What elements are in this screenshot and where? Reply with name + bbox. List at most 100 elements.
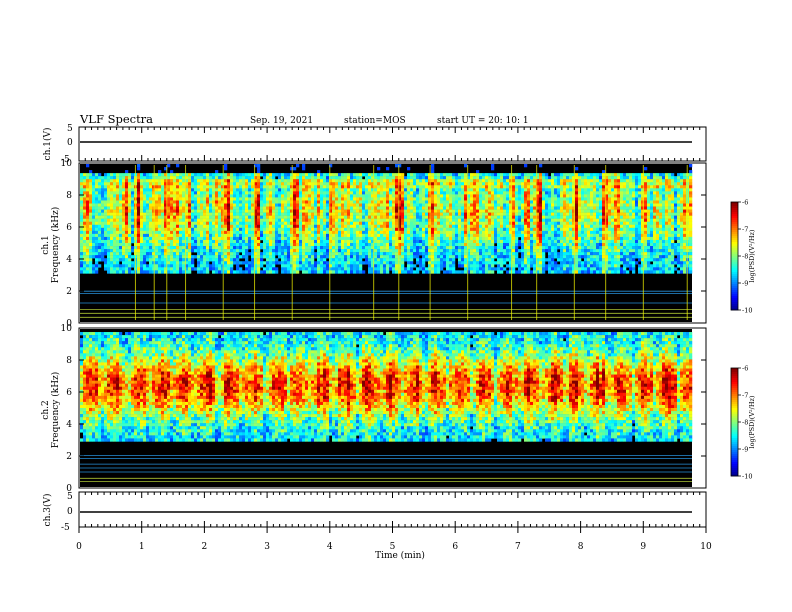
spec1-cell	[155, 261, 159, 265]
spec1-cell	[146, 264, 150, 268]
spec1-cell	[506, 209, 510, 213]
spec1-cell	[476, 243, 480, 247]
spec1-cell	[446, 173, 450, 177]
spec1-cell	[323, 206, 327, 210]
spec1-cell	[350, 221, 354, 226]
spec1-cell	[104, 188, 108, 192]
spec1-cell	[404, 185, 408, 189]
spec1-cell	[377, 258, 381, 262]
spec1-cell	[335, 236, 339, 241]
spec1-cell	[194, 215, 198, 219]
spec1-cell	[425, 218, 429, 222]
spec1-cell	[434, 218, 438, 222]
spec1-cell	[365, 218, 369, 222]
spec1-cell	[80, 182, 84, 186]
spec1-cell	[197, 173, 201, 177]
spec1-cell	[269, 191, 273, 195]
spec1-cell	[332, 206, 336, 210]
spec1-cell	[188, 203, 192, 207]
spec1-cell	[437, 230, 441, 235]
spec1-cell	[164, 209, 168, 213]
spec1-cell	[365, 249, 369, 253]
spec1-cell	[434, 185, 438, 189]
spec1-cell	[197, 239, 201, 244]
spec1-cell	[215, 267, 219, 271]
spec1-cell	[119, 200, 123, 204]
spec1-cell	[107, 182, 111, 186]
spec1-cell	[476, 209, 480, 213]
spec1-cell	[263, 224, 267, 229]
spec1-cell	[326, 209, 330, 213]
spec1-cell	[128, 197, 132, 201]
spec1-cell	[224, 218, 228, 222]
spec1-cell	[203, 267, 207, 271]
spec1-cell	[290, 206, 294, 210]
spec1-cell	[299, 230, 303, 235]
spec1-cell	[452, 215, 456, 219]
spec1-cell	[206, 267, 210, 271]
spec1-cell	[377, 197, 381, 201]
spec1-cell	[518, 191, 522, 195]
spec1-cell	[281, 191, 285, 195]
spec1-cell	[209, 206, 213, 210]
spec1-cell	[413, 212, 417, 216]
spec1-cell	[512, 179, 516, 183]
spec1-cell	[404, 249, 408, 253]
spec1-cell	[170, 179, 174, 183]
spec1-cell	[179, 249, 183, 253]
spec1-cell	[248, 209, 252, 213]
spec1-cell	[293, 179, 297, 183]
spec1-cell	[389, 188, 393, 192]
spec1-cell	[344, 227, 348, 232]
spec1-cell	[284, 203, 288, 207]
spec1-cell	[500, 185, 504, 189]
spec1-cell	[440, 246, 444, 250]
spec1-cell	[302, 179, 306, 183]
spec1-cell	[185, 267, 189, 271]
spec1-cell	[176, 255, 180, 259]
spec1-cell	[191, 179, 195, 183]
spec1-cell	[266, 212, 270, 216]
spec1-cell	[308, 176, 312, 180]
spec1-cell	[299, 264, 303, 268]
spec1-cell	[191, 246, 195, 250]
spec1-cell	[395, 206, 399, 210]
spec1-cell	[374, 188, 378, 192]
spec1-cell	[254, 249, 258, 253]
spec1-cell	[191, 209, 195, 213]
spec1-cell	[209, 185, 213, 189]
spec1-cell	[344, 215, 348, 219]
spec1-cell	[383, 203, 387, 207]
spec1-cell	[272, 233, 276, 238]
spec1-cell	[365, 246, 369, 250]
spec1-cell	[296, 182, 300, 186]
spec1-cell	[119, 258, 123, 262]
spec1-cell	[518, 230, 522, 235]
spec1-cell	[437, 264, 441, 268]
spec1-cell	[296, 176, 300, 180]
spec1-cell	[179, 230, 183, 235]
spec1-cell	[335, 221, 339, 226]
spec1-cell	[455, 218, 459, 222]
spec1-cell	[248, 212, 252, 216]
spec1-cell	[320, 191, 324, 195]
spec1-cell	[416, 218, 420, 222]
spec1-cell	[356, 203, 360, 207]
spec1-cell	[353, 185, 357, 189]
spec1-cell	[383, 243, 387, 247]
spec1-cell	[167, 243, 171, 247]
spec1-cell	[476, 239, 480, 244]
spec1-cell	[365, 252, 369, 256]
spec1-cell	[416, 194, 420, 198]
spec1-cell	[269, 212, 273, 216]
spec1-cell	[248, 264, 252, 268]
spec1-cell	[317, 239, 321, 244]
spec1-cell	[377, 270, 381, 274]
spec1-cell	[110, 233, 114, 238]
spec1-cell	[371, 224, 375, 229]
spec1-cell	[230, 243, 234, 247]
spec1-cell	[230, 249, 234, 253]
spec1-cell	[293, 188, 297, 192]
spec1-cell	[125, 182, 129, 186]
spec1-cell	[158, 246, 162, 250]
